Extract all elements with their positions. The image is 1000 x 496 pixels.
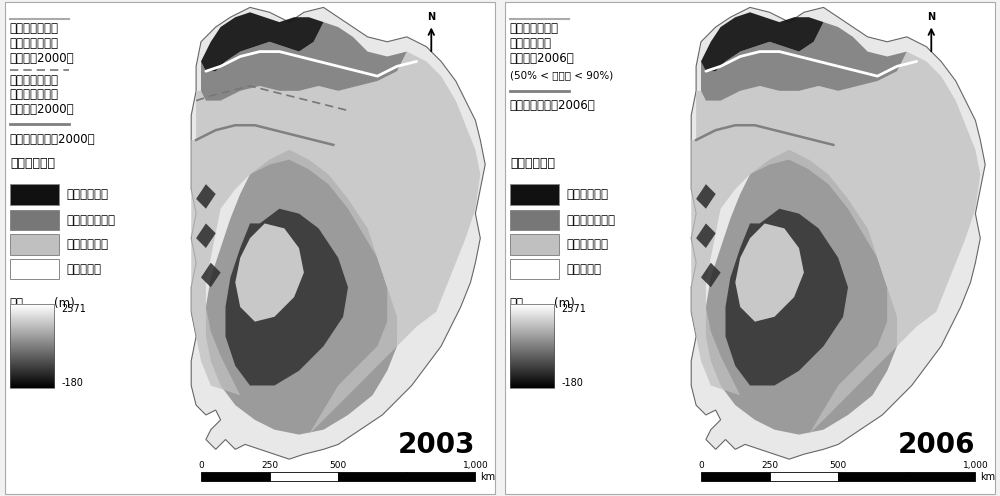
Text: 与岛状多年冻土: 与岛状多年冻土 [10,88,59,101]
Bar [338,472,407,481]
Polygon shape [706,150,897,434]
Text: 不连续多年冻土: 不连续多年冻土 [10,74,59,87]
Polygon shape [201,22,407,101]
Text: 1,000: 1,000 [463,461,488,470]
Bar [201,472,270,481]
Text: 多年冻土南缘（2006）: 多年冻土南缘（2006） [510,99,596,112]
Polygon shape [201,12,324,71]
Text: 季节性冻土: 季节性冻土 [566,262,601,276]
Polygon shape [206,150,397,434]
Bar [510,305,554,388]
Bar [10,210,59,230]
Bar [270,472,338,481]
Bar [510,210,559,230]
Text: 连续多年冻土与: 连续多年冻土与 [10,22,59,35]
Bar [770,472,838,481]
Polygon shape [691,52,980,434]
Bar [510,184,559,205]
Text: 250: 250 [261,461,278,470]
Text: 分界线（2000）: 分界线（2000） [10,52,75,64]
Text: 分界线（2006）: 分界线（2006） [510,52,575,64]
Text: km: km [980,472,995,482]
Bar [10,259,59,279]
Text: 2571: 2571 [61,305,86,314]
Polygon shape [191,7,485,459]
Polygon shape [226,209,348,385]
Text: km: km [480,472,495,482]
Text: -180: -180 [61,378,83,388]
Text: N: N [927,12,935,22]
Text: 500: 500 [330,461,347,470]
Text: 多年冻土分类: 多年冻土分类 [10,157,55,170]
Polygon shape [696,184,716,209]
Text: 多年冻土分类: 多年冻土分类 [510,157,555,170]
Text: 分界线（2000）: 分界线（2000） [10,103,75,116]
Text: 250: 250 [761,461,778,470]
Text: 多年冻土南缘（2000）: 多年冻土南缘（2000） [10,132,96,146]
Bar [510,259,559,279]
Bar [10,305,54,388]
Text: 不连续多年冻土: 不连续多年冻土 [566,213,615,227]
Text: 2003: 2003 [398,431,475,459]
Text: 连续多年冻土与: 连续多年冻土与 [510,22,559,35]
Polygon shape [735,223,804,322]
Bar [838,472,907,481]
Text: 季节性冻土: 季节性冻土 [66,262,101,276]
Text: 不连续多年冻土: 不连续多年冻土 [10,37,59,50]
Polygon shape [191,52,480,434]
Text: 2571: 2571 [561,305,586,314]
Polygon shape [696,223,716,248]
Polygon shape [691,7,985,459]
Text: 0: 0 [198,461,204,470]
Bar [701,472,770,481]
Polygon shape [196,184,216,209]
Polygon shape [196,223,216,248]
Text: 岛状多年冻土: 岛状多年冻土 [66,238,108,251]
Text: 高程: 高程 [510,297,524,310]
Polygon shape [726,209,848,385]
Text: 岛状多年冻土: 岛状多年冻土 [510,37,552,50]
Text: (50% < 连续性 < 90%): (50% < 连续性 < 90%) [510,70,613,80]
Bar [10,234,59,255]
Polygon shape [201,263,221,287]
Text: 0: 0 [698,461,704,470]
Text: 岛状多年冻土: 岛状多年冻土 [566,238,608,251]
Text: -180: -180 [561,378,583,388]
Polygon shape [701,22,907,101]
Bar [510,234,559,255]
Text: 2006: 2006 [898,431,975,459]
Bar [10,184,59,205]
Polygon shape [701,12,824,71]
Bar [407,472,475,481]
Polygon shape [701,263,721,287]
Text: 500: 500 [830,461,847,470]
Text: 高程: 高程 [10,297,24,310]
Text: N: N [427,12,435,22]
Text: 不连续多年冻土: 不连续多年冻土 [66,213,115,227]
Bar [907,472,975,481]
Polygon shape [235,223,304,322]
Text: 1,000: 1,000 [963,461,988,470]
Text: 连续多年冻土: 连续多年冻土 [566,188,608,201]
Text: (m): (m) [54,297,75,310]
Text: (m): (m) [554,297,575,310]
Text: 连续多年冻土: 连续多年冻土 [66,188,108,201]
